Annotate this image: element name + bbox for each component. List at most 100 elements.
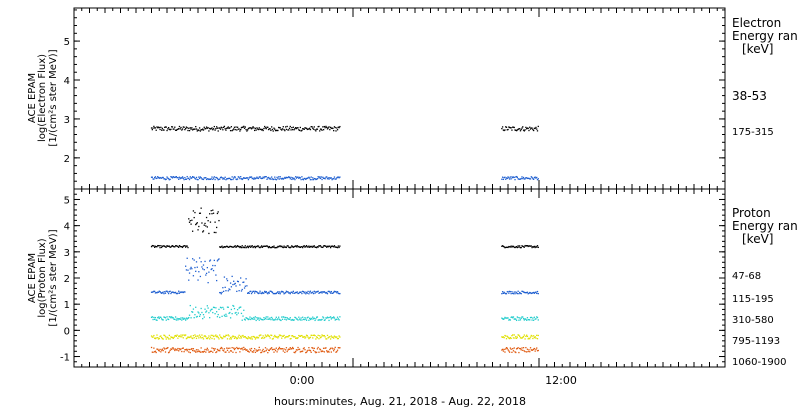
data-point-115-195 <box>315 291 317 293</box>
data-point-1060-1900 <box>515 348 518 350</box>
data-point-175-315 <box>206 178 208 180</box>
data-point-795-1193 <box>260 337 263 339</box>
data-point-115-195 <box>302 291 305 293</box>
data-point-795-1193 <box>170 336 172 338</box>
data-point-795-1193 <box>275 336 277 338</box>
data-point-115-195 <box>232 283 234 286</box>
data-point-795-1193 <box>515 337 518 339</box>
data-point-310-580 <box>222 306 224 309</box>
data-point-1060-1900 <box>171 348 173 351</box>
data-point-115-195 <box>243 287 246 289</box>
data-point-115-195 <box>172 291 174 293</box>
data-point-1060-1900 <box>198 350 200 353</box>
data-point-1060-1900 <box>178 348 181 350</box>
data-point-1060-1900 <box>289 347 291 349</box>
data-point-47-68 <box>533 245 536 248</box>
data-point-115-195 <box>304 291 306 293</box>
data-point-1060-1900 <box>239 351 241 353</box>
data-point-310-580 <box>187 317 189 319</box>
data-point-47-68 <box>509 246 512 248</box>
data-point-795-1193 <box>513 334 515 336</box>
data-point-38-53 <box>212 128 215 130</box>
data-point-1060-1900 <box>212 351 214 353</box>
data-point-47-68 <box>283 245 285 247</box>
data-point-38-53 <box>295 127 297 129</box>
data-point-795-1193 <box>248 337 250 339</box>
data-point-310-580 <box>160 318 163 320</box>
data-point-115-195 <box>173 292 175 294</box>
data-point-310-580 <box>233 305 235 307</box>
data-point-47-68 <box>288 246 291 249</box>
data-point-38-53 <box>171 126 173 128</box>
data-point-1060-1900 <box>156 348 158 350</box>
data-point-38-53 <box>223 125 226 128</box>
data-point-38-53 <box>192 128 195 130</box>
data-point-115-195 <box>240 290 243 292</box>
data-point-1060-1900 <box>245 349 247 352</box>
data-point-795-1193 <box>288 334 291 337</box>
data-point-38-53 <box>319 130 321 132</box>
data-point-175-315 <box>267 176 270 179</box>
data-point-175-315 <box>250 176 252 178</box>
data-point-795-1193 <box>281 335 284 337</box>
data-point-175-315 <box>283 177 285 180</box>
data-point-47-68 <box>212 209 214 211</box>
data-point-795-1193 <box>228 335 230 337</box>
data-point-310-580 <box>327 317 329 319</box>
data-point-175-315 <box>242 177 244 180</box>
data-point-310-580 <box>315 318 317 320</box>
data-point-47-68 <box>298 246 301 248</box>
data-point-175-315 <box>300 178 302 181</box>
data-point-1060-1900 <box>264 350 266 352</box>
data-point-38-53 <box>322 129 325 131</box>
data-point-310-580 <box>169 316 171 318</box>
data-point-310-580 <box>165 319 167 321</box>
data-point-47-68 <box>284 246 286 248</box>
data-point-310-580 <box>511 316 513 318</box>
data-point-175-315 <box>333 176 336 178</box>
data-point-38-53 <box>306 128 308 131</box>
data-point-1060-1900 <box>315 351 317 354</box>
data-point-1060-1900 <box>170 348 172 350</box>
data-point-795-1193 <box>191 337 193 339</box>
data-point-175-315 <box>201 178 203 180</box>
data-point-795-1193 <box>335 336 337 339</box>
data-point-175-315 <box>188 178 191 181</box>
data-point-47-68 <box>280 245 282 248</box>
data-point-795-1193 <box>261 337 264 339</box>
data-point-1060-1900 <box>337 347 339 349</box>
data-point-38-53 <box>534 127 536 130</box>
data-point-47-68 <box>181 246 183 248</box>
data-point-38-53 <box>248 127 250 129</box>
data-point-47-68 <box>193 216 195 219</box>
data-point-795-1193 <box>212 335 215 338</box>
data-point-795-1193 <box>262 335 264 337</box>
data-point-1060-1900 <box>328 351 330 353</box>
data-point-1060-1900 <box>534 350 536 352</box>
data-point-115-195 <box>226 279 229 282</box>
data-point-310-580 <box>502 318 505 320</box>
electron-legend-175-315: 175-315 <box>732 127 774 138</box>
data-point-38-53 <box>304 127 306 129</box>
data-point-795-1193 <box>293 336 295 338</box>
data-point-1060-1900 <box>531 349 533 351</box>
data-point-38-53 <box>526 128 528 130</box>
data-point-38-53 <box>290 129 292 131</box>
data-point-115-195 <box>225 290 227 292</box>
data-point-115-195 <box>533 292 536 294</box>
data-point-47-68 <box>312 245 315 247</box>
data-point-175-315 <box>295 177 298 179</box>
data-point-310-580 <box>174 316 177 318</box>
data-point-47-68 <box>156 246 158 248</box>
data-point-38-53 <box>328 126 330 128</box>
data-point-38-53 <box>195 128 198 130</box>
data-point-175-315 <box>189 176 191 178</box>
data-point-1060-1900 <box>225 351 227 353</box>
data-point-1060-1900 <box>154 351 156 353</box>
data-point-310-580 <box>501 318 504 320</box>
data-point-1060-1900 <box>191 347 193 350</box>
data-point-47-68 <box>191 219 193 221</box>
data-point-38-53 <box>233 126 236 128</box>
data-point-1060-1900 <box>265 349 267 352</box>
